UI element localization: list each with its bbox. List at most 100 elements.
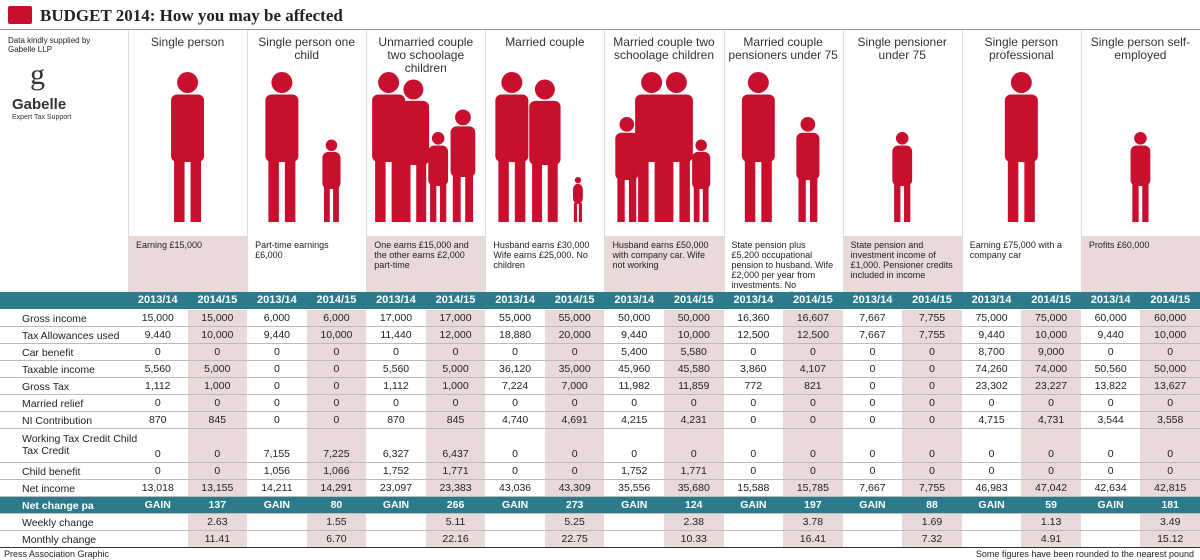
shade bbox=[1021, 378, 1081, 395]
cell: 16,607 bbox=[796, 312, 829, 324]
shade bbox=[187, 514, 248, 531]
cell: 11.41 bbox=[204, 533, 231, 545]
silhouette-part bbox=[430, 184, 437, 222]
briefcase-icon bbox=[8, 6, 32, 24]
cell: 0 bbox=[154, 346, 161, 358]
cell: 12,500 bbox=[796, 329, 829, 341]
cell: 13,627 bbox=[1154, 380, 1187, 392]
cell: 50,560 bbox=[1094, 363, 1127, 375]
silhouette-part bbox=[892, 145, 913, 186]
cell: 7,755 bbox=[918, 482, 946, 494]
cell: 3.49 bbox=[1159, 516, 1181, 528]
shade bbox=[1140, 480, 1200, 497]
row-label: Net income bbox=[22, 482, 76, 495]
source-text: Data kindly supplied by Gabelle LLP bbox=[8, 36, 91, 54]
row-label: Child benefit bbox=[22, 465, 81, 478]
silhouette-part bbox=[641, 72, 663, 93]
cell: 17,000 bbox=[379, 312, 413, 324]
cell: 0 bbox=[512, 448, 519, 460]
shade bbox=[1021, 395, 1081, 412]
shade bbox=[187, 327, 248, 344]
year-header: 2013/14 bbox=[137, 294, 178, 306]
silhouette-part bbox=[572, 183, 583, 204]
silhouette-part bbox=[400, 162, 411, 222]
row-label: Gross income bbox=[22, 312, 87, 325]
silhouette-part bbox=[403, 79, 424, 100]
cell: 0 bbox=[1167, 465, 1174, 477]
silhouette-part bbox=[1010, 72, 1032, 93]
row-label: Married relief bbox=[22, 397, 84, 410]
cell: 60,000 bbox=[1094, 312, 1127, 324]
silhouette-part bbox=[547, 162, 558, 222]
cell: 6.70 bbox=[326, 533, 347, 545]
cell: 1,752 bbox=[382, 465, 410, 477]
cell: 1,066 bbox=[323, 465, 350, 477]
cell: 9,440 bbox=[621, 329, 648, 341]
household-title: Single person professional bbox=[984, 35, 1059, 62]
silhouette-part bbox=[514, 159, 526, 222]
year-header: 2014/15 bbox=[435, 294, 476, 306]
cell: 6,437 bbox=[442, 448, 469, 460]
cell: 181 bbox=[1161, 499, 1179, 511]
shade bbox=[902, 412, 962, 429]
shade bbox=[425, 361, 486, 378]
cell: 75,000 bbox=[1035, 312, 1068, 324]
cell: 0 bbox=[988, 465, 995, 477]
shade bbox=[306, 344, 367, 361]
page-title: BUDGET 2014: How you may be affected bbox=[40, 6, 343, 25]
silhouette-part bbox=[635, 94, 669, 162]
cell: 0 bbox=[869, 397, 876, 409]
cell: 10,000 bbox=[320, 329, 353, 341]
household-description: Profits £60,000 bbox=[1088, 240, 1150, 250]
cell: 9,440 bbox=[1097, 329, 1124, 341]
household-description: Husband earns £50,000 with company car. … bbox=[612, 240, 709, 270]
shade bbox=[306, 361, 367, 378]
silhouette-part bbox=[372, 94, 406, 162]
silhouette-part bbox=[265, 94, 299, 162]
cell: 0 bbox=[1107, 397, 1114, 409]
cell: 0 bbox=[869, 346, 876, 358]
divider bbox=[1080, 30, 1082, 292]
divider bbox=[604, 30, 606, 292]
year-header: 2013/14 bbox=[971, 294, 1012, 306]
shade bbox=[187, 412, 248, 429]
cell: 845 bbox=[208, 414, 227, 426]
shade bbox=[902, 395, 962, 412]
cell: 0 bbox=[631, 397, 638, 409]
cell: 3,544 bbox=[1097, 414, 1124, 426]
shade bbox=[1021, 531, 1081, 548]
divider bbox=[128, 30, 129, 292]
silhouette-part bbox=[378, 72, 400, 93]
cell: 15,588 bbox=[737, 482, 770, 494]
silhouette-part bbox=[809, 177, 818, 222]
cell: 0 bbox=[214, 346, 221, 358]
cell: 0 bbox=[273, 363, 280, 375]
shade bbox=[306, 412, 367, 429]
logo-mark: g bbox=[30, 58, 45, 91]
year-header: 2013/14 bbox=[376, 294, 416, 306]
row-line bbox=[0, 428, 1200, 429]
logo-name: Gabelle bbox=[12, 96, 67, 113]
shade bbox=[783, 429, 843, 463]
shade bbox=[902, 344, 962, 361]
silhouette-part bbox=[391, 159, 403, 222]
cell: 266 bbox=[446, 499, 465, 511]
row-label: Gross Tax bbox=[22, 380, 70, 393]
shade bbox=[425, 344, 486, 361]
silhouette-part bbox=[628, 177, 637, 222]
shade bbox=[1140, 463, 1200, 480]
shade bbox=[664, 412, 724, 429]
silhouette-part bbox=[455, 109, 471, 126]
cell: 0 bbox=[690, 448, 697, 460]
row-label: Tax Allowances used bbox=[22, 329, 120, 342]
cell: 2.38 bbox=[683, 516, 704, 528]
cell: 0 bbox=[452, 346, 459, 358]
cell: 5,580 bbox=[680, 346, 707, 358]
cell: 0 bbox=[869, 448, 876, 460]
row-label: Taxable income bbox=[22, 363, 95, 376]
cell: 1.69 bbox=[921, 516, 943, 528]
year-header: 2014/15 bbox=[673, 294, 714, 306]
silhouette-part bbox=[1024, 159, 1035, 222]
shade bbox=[306, 514, 367, 531]
year-header: 2014/15 bbox=[197, 294, 238, 306]
